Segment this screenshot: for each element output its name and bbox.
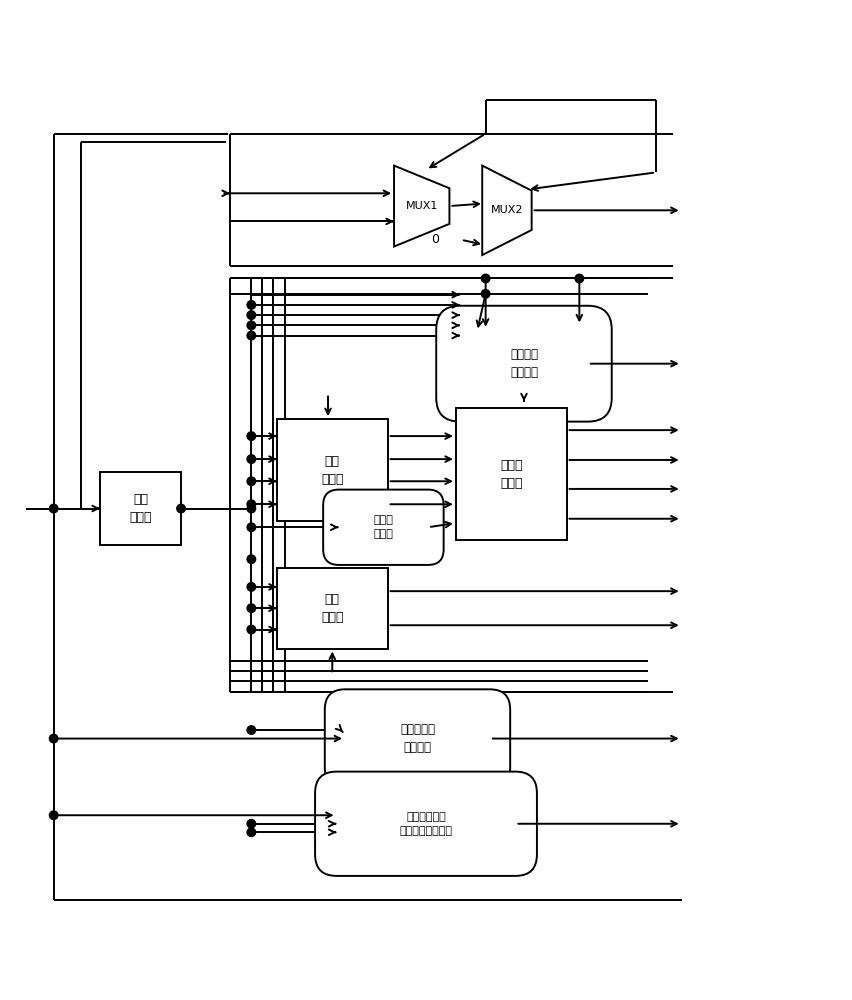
Text: 数据冒险
检测单元: 数据冒险 检测单元: [510, 348, 538, 379]
Circle shape: [247, 331, 256, 340]
Circle shape: [247, 321, 256, 330]
Text: 通用
寄存器: 通用 寄存器: [321, 455, 343, 486]
FancyBboxPatch shape: [325, 689, 510, 788]
Circle shape: [247, 583, 256, 591]
Text: MUX1: MUX1: [406, 201, 438, 211]
Text: 符号扩
展单元: 符号扩 展单元: [373, 515, 394, 539]
Circle shape: [49, 811, 58, 819]
FancyBboxPatch shape: [323, 490, 444, 565]
Circle shape: [247, 311, 256, 319]
Circle shape: [481, 274, 490, 283]
Circle shape: [247, 504, 256, 513]
Circle shape: [247, 625, 256, 634]
Circle shape: [247, 726, 256, 734]
Circle shape: [247, 432, 256, 440]
Circle shape: [247, 604, 256, 612]
Circle shape: [247, 301, 256, 309]
Polygon shape: [394, 166, 449, 247]
Bar: [277, 568, 388, 649]
Circle shape: [49, 734, 58, 743]
Circle shape: [247, 523, 256, 532]
Circle shape: [247, 477, 256, 486]
Circle shape: [575, 274, 584, 283]
Circle shape: [247, 820, 256, 828]
Text: 0: 0: [431, 233, 440, 246]
Circle shape: [49, 504, 58, 513]
Bar: [101, 472, 181, 545]
Text: 特殊
寄存器: 特殊 寄存器: [321, 593, 343, 624]
Text: 数据加载指令
数据冒险检测单元: 数据加载指令 数据冒险检测单元: [400, 812, 452, 836]
Circle shape: [481, 290, 490, 298]
Circle shape: [247, 555, 256, 563]
Polygon shape: [482, 166, 532, 255]
Text: 数据定
向单元: 数据定 向单元: [500, 459, 522, 490]
Text: 多周期指令
控制单元: 多周期指令 控制单元: [400, 723, 435, 754]
Circle shape: [247, 500, 256, 509]
Circle shape: [177, 504, 185, 513]
Circle shape: [247, 455, 256, 463]
Bar: [456, 408, 567, 540]
FancyBboxPatch shape: [436, 306, 612, 422]
Text: 指令
译码器: 指令 译码器: [130, 493, 152, 524]
Circle shape: [247, 828, 256, 837]
Bar: [277, 419, 388, 521]
Text: MUX2: MUX2: [491, 205, 523, 215]
FancyBboxPatch shape: [315, 772, 537, 876]
